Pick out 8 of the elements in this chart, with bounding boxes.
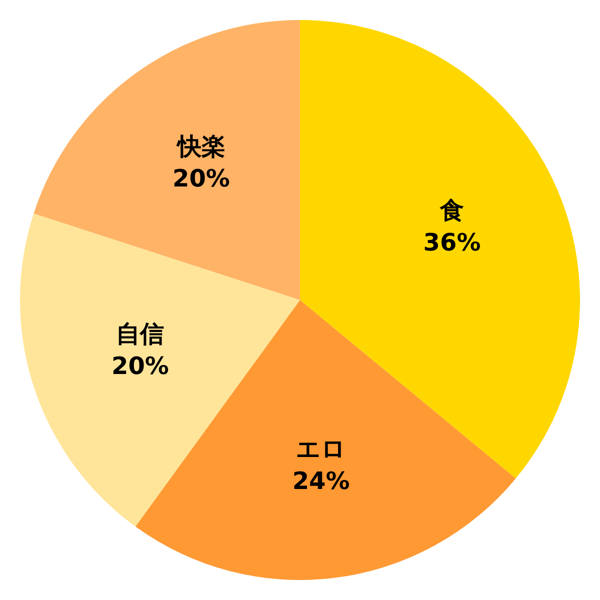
slice-label: 自信 bbox=[116, 320, 164, 348]
slice-label: 食 bbox=[439, 196, 464, 225]
data-label: 20% bbox=[172, 164, 230, 192]
data-label: 20% bbox=[111, 352, 169, 380]
slice-label: エロ bbox=[296, 434, 346, 463]
slice-label: 快楽 bbox=[175, 132, 226, 160]
data-label: 24% bbox=[292, 466, 350, 495]
data-label: 36% bbox=[423, 228, 481, 257]
